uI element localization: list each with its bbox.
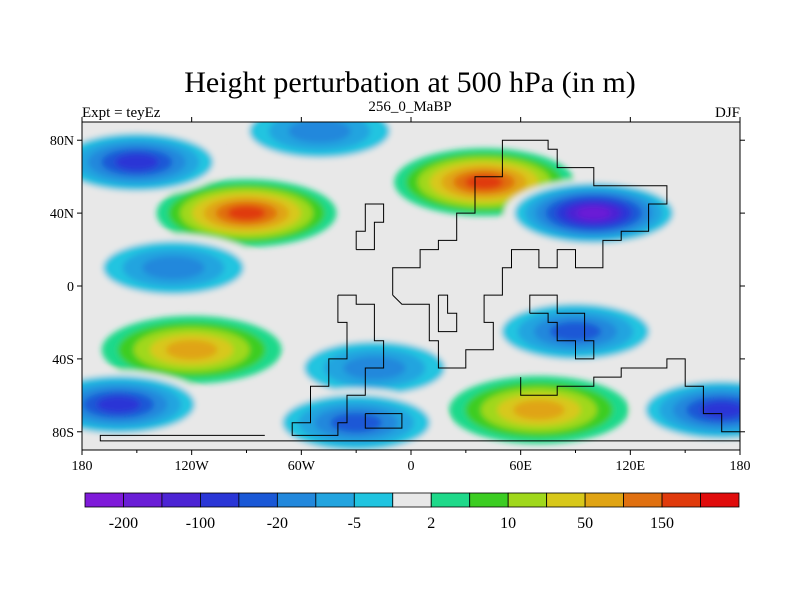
coastline-outline [355, 203, 385, 251]
x-tick-label: 180 [72, 459, 93, 474]
x-tick-label: 60E [509, 459, 532, 474]
y-tick-label: 80N [50, 134, 74, 149]
colorbar: -200 -100 -20 -5 2 10 50 150 [84, 492, 740, 532]
anomaly-asia-low [503, 179, 684, 248]
colorbar-box [661, 492, 701, 508]
x-tick-label: 60W [288, 459, 316, 474]
contour-band [165, 340, 218, 360]
coastline-outline [364, 413, 403, 429]
colorbar-box [469, 492, 509, 508]
subtitle-right: DJF [715, 105, 740, 121]
anomaly-antarctic-low [266, 388, 447, 450]
contour-band [330, 412, 382, 433]
colorbar-box [315, 492, 355, 508]
contour-band [513, 400, 565, 420]
y-axis: 80N 40N 0 40S 80S [50, 134, 745, 441]
coastline-outline [392, 139, 668, 369]
x-tick-label: 0 [408, 459, 415, 474]
colorbar-box [584, 492, 624, 508]
colorbar-box [200, 492, 240, 508]
anomaly-npacific-low [82, 128, 227, 197]
contour-band [577, 206, 611, 220]
anomaly-sh-east-low [631, 375, 740, 444]
anomaly-sh-subtropical-high [101, 315, 282, 384]
x-tick-label: 120E [616, 459, 646, 474]
colorbar-box [161, 492, 201, 508]
colorbar-box [546, 492, 586, 508]
colorbar-label: 150 [650, 515, 674, 532]
coastline-outline [99, 434, 740, 442]
contour-band [549, 321, 602, 342]
colorbar-label: -5 [348, 515, 361, 532]
subtitle-left: Expt = teyEz [82, 105, 161, 121]
anomaly-arctic-low [229, 122, 410, 166]
colorbar-label: -20 [267, 515, 288, 532]
contour-band [96, 396, 141, 413]
contour-band [115, 153, 159, 171]
coastline-outline [529, 294, 595, 360]
anomaly-sh-west-low [82, 370, 209, 439]
colorbar-box [353, 492, 394, 508]
colorbar-label: 2 [427, 515, 435, 532]
colorbar-label: -200 [109, 515, 138, 532]
colorbar-box [392, 492, 432, 508]
colorbar-label: -100 [186, 515, 215, 532]
colorbar-label: 50 [577, 515, 593, 532]
y-tick-label: 40S [52, 353, 74, 368]
colorbar-box [700, 492, 740, 508]
y-tick-label: 40N [50, 207, 74, 222]
subtitle-center: 256_0_MaBP [368, 99, 451, 115]
colorbar-box [623, 492, 663, 508]
anomaly-europe-high [394, 148, 575, 217]
colorbar-box [238, 492, 278, 508]
contour-band [227, 205, 266, 221]
coastline-outline [437, 294, 458, 333]
y-tick-label: 80S [52, 426, 74, 441]
anomaly-indian-ocean-low [485, 297, 666, 366]
colorbar-box [507, 492, 548, 508]
colorbar-box [84, 492, 124, 508]
anomaly-tropical-pacific-low [83, 233, 264, 302]
coastline-outline [520, 358, 740, 433]
coastline-outlines [99, 139, 740, 442]
x-axis: 180 120W 60W 0 60E 120E 180 [72, 117, 751, 474]
contour-band [288, 122, 351, 143]
field-layer [82, 122, 740, 450]
anomaly-southern-high [448, 375, 629, 444]
contour-band [142, 255, 205, 280]
colorbar-box [276, 492, 317, 508]
anomaly-nh-midlat-atlantic-high [156, 179, 337, 248]
colorbar-box [123, 492, 163, 508]
chart-title: Height perturbation at 500 hPa (in m) [184, 66, 636, 99]
x-tick-label: 120W [175, 459, 210, 474]
colorbar-label: 10 [500, 515, 516, 532]
coastline-outline [291, 294, 385, 436]
colorbar-box [430, 492, 471, 508]
y-tick-label: 0 [67, 280, 74, 295]
plot-area [82, 122, 740, 450]
x-tick-label: 180 [730, 459, 751, 474]
